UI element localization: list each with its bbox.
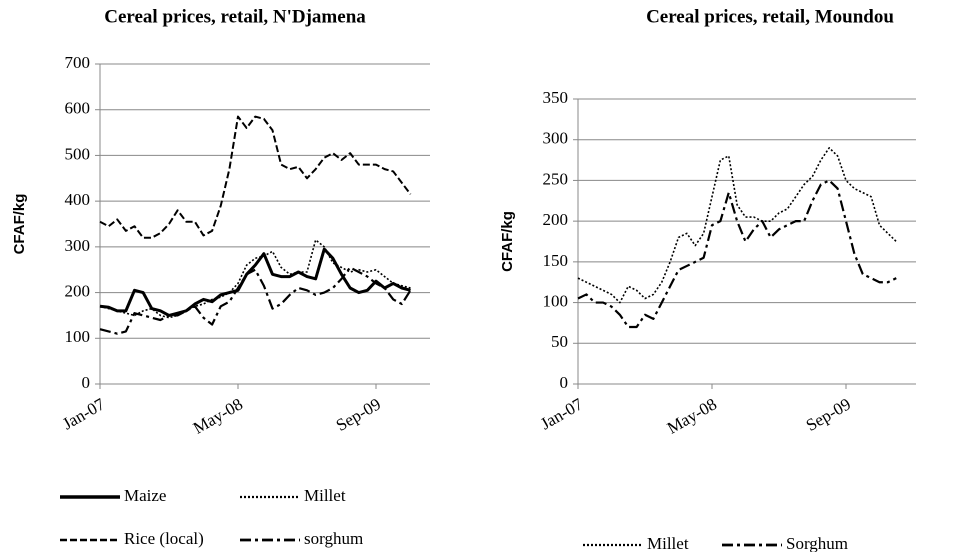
x-tick-label: Jan-07 bbox=[59, 394, 108, 433]
legend-label: Sorghum bbox=[786, 534, 848, 552]
y-tick-label: 300 bbox=[65, 236, 91, 255]
x-tick-label: Jan-07 bbox=[537, 394, 586, 433]
y-tick-label: 400 bbox=[65, 190, 91, 209]
y-tick-label: 50 bbox=[551, 332, 568, 351]
x-tick-label: Sep-09 bbox=[333, 394, 384, 435]
y-tick-label: 0 bbox=[560, 373, 569, 392]
y-axis-label: CFAF/kg bbox=[11, 194, 28, 255]
y-tick-label: 350 bbox=[543, 88, 569, 107]
y-tick-label: 500 bbox=[65, 144, 91, 163]
x-tick-label: May-08 bbox=[190, 394, 246, 437]
chart-title: Cereal prices, retail, Moundou bbox=[646, 6, 894, 27]
y-tick-label: 100 bbox=[65, 327, 91, 346]
legend-label: Rice (local) bbox=[124, 529, 204, 548]
series-line bbox=[577, 147, 897, 304]
y-tick-label: 100 bbox=[543, 291, 569, 310]
series-line bbox=[99, 266, 412, 335]
y-tick-label: 200 bbox=[65, 281, 91, 300]
y-tick-label: 600 bbox=[65, 99, 91, 118]
y-tick-label: 0 bbox=[82, 373, 91, 392]
y-tick-label: 250 bbox=[543, 169, 569, 188]
legend-label: Maize bbox=[124, 486, 166, 505]
series-line bbox=[99, 247, 411, 317]
legend-label: Millet bbox=[647, 534, 689, 552]
series-line bbox=[99, 115, 412, 239]
y-tick-label: 150 bbox=[543, 251, 569, 270]
y-tick-label: 700 bbox=[65, 53, 91, 72]
y-tick-label: 200 bbox=[543, 210, 569, 229]
y-axis-label: CFAF/kg bbox=[499, 211, 516, 272]
x-tick-label: Sep-09 bbox=[803, 394, 854, 435]
legend-label: Millet bbox=[304, 486, 346, 505]
legend-label: sorghum bbox=[304, 529, 363, 548]
series-line bbox=[99, 239, 411, 319]
series-line bbox=[577, 179, 897, 329]
y-tick-label: 300 bbox=[543, 129, 569, 148]
chart-title: Cereal prices, retail, N'Djamena bbox=[104, 6, 366, 27]
x-tick-label: May-08 bbox=[664, 394, 720, 437]
